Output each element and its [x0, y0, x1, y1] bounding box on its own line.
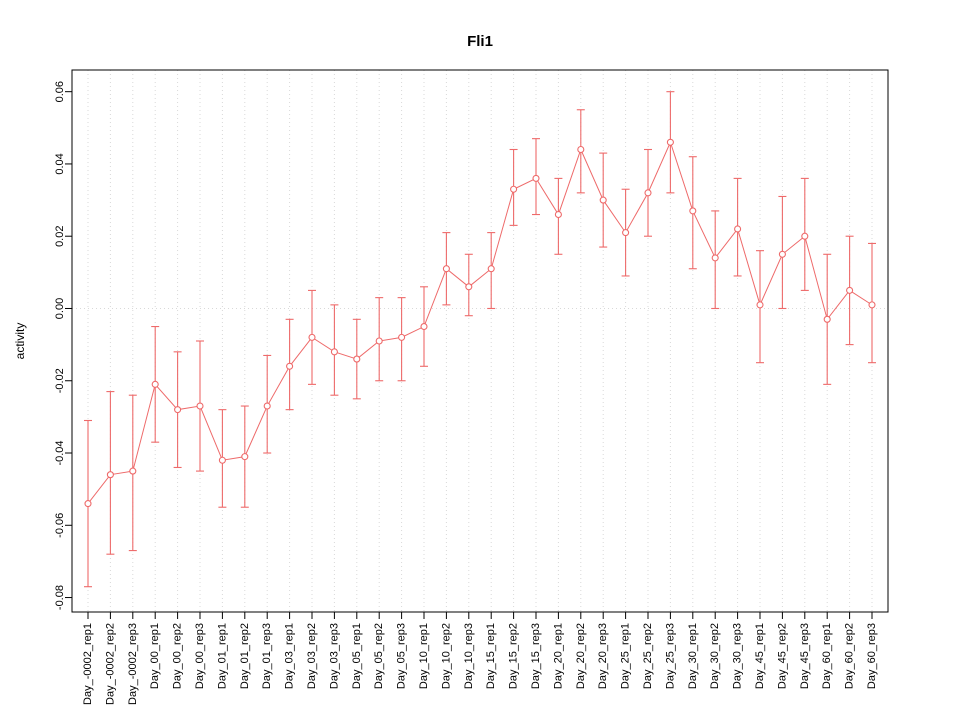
svg-text:Day_25_rep3: Day_25_rep3 [664, 623, 676, 689]
svg-text:0.02: 0.02 [54, 226, 66, 247]
svg-text:Day_45_rep3: Day_45_rep3 [799, 623, 811, 689]
svg-text:Day_45_rep2: Day_45_rep2 [776, 623, 788, 689]
svg-text:Day_15_rep1: Day_15_rep1 [485, 623, 497, 689]
svg-text:Day_15_rep2: Day_15_rep2 [508, 623, 520, 689]
y-axis: -0.08 -0.06 -0.04 -0.02 0.00 0.02 0.04 0.06 [54, 81, 72, 610]
svg-text:Day_-0002_rep2: Day_-0002_rep2 [104, 623, 116, 705]
svg-text:-0.06: -0.06 [54, 513, 66, 538]
svg-text:Day_00_rep3: Day_00_rep3 [194, 623, 206, 689]
error-bars [84, 91, 876, 588]
svg-text:Day_60_rep1: Day_60_rep1 [821, 623, 833, 689]
svg-text:Day_20_rep1: Day_20_rep1 [552, 623, 564, 689]
svg-text:Day_03_rep3: Day_03_rep3 [328, 623, 340, 689]
svg-text:Day_25_rep2: Day_25_rep2 [642, 623, 654, 689]
svg-text:Day_-0002_rep1: Day_-0002_rep1 [82, 623, 94, 705]
svg-text:Day_15_rep3: Day_15_rep3 [530, 623, 542, 689]
svg-text:Day_03_rep1: Day_03_rep1 [284, 623, 296, 689]
svg-text:Day_30_rep2: Day_30_rep2 [709, 623, 721, 689]
svg-text:Day_01_rep2: Day_01_rep2 [239, 623, 251, 689]
svg-text:Day_01_rep1: Day_01_rep1 [216, 623, 228, 689]
svg-text:-0.08: -0.08 [54, 585, 66, 610]
svg-text:-0.02: -0.02 [54, 368, 66, 393]
svg-text:Day_00_rep1: Day_00_rep1 [149, 623, 161, 689]
x-axis: Day_-0002_rep1 Day_-0002_rep2 Day_-0002_re… [82, 612, 878, 705]
svg-text:-0.04: -0.04 [54, 440, 66, 465]
svg-text:Day_10_rep3: Day_10_rep3 [463, 623, 475, 689]
svg-text:Day_10_rep1: Day_10_rep1 [418, 623, 430, 689]
gridlines [72, 70, 888, 612]
svg-text:0.00: 0.00 [54, 298, 66, 319]
svg-text:Day_03_rep2: Day_03_rep2 [306, 623, 318, 689]
svg-text:Day_-0002_rep3: Day_-0002_rep3 [127, 623, 139, 705]
svg-text:Day_05_rep2: Day_05_rep2 [373, 623, 385, 689]
plot-box [71, 69, 889, 613]
svg-text:Day_60_rep2: Day_60_rep2 [844, 623, 856, 689]
svg-text:0.04: 0.04 [54, 153, 66, 174]
svg-text:0.06: 0.06 [54, 81, 66, 102]
svg-text:Day_60_rep3: Day_60_rep3 [866, 623, 878, 689]
data-points [84, 138, 876, 508]
svg-text:Day_05_rep1: Day_05_rep1 [351, 623, 363, 689]
svg-text:Day_00_rep2: Day_00_rep2 [172, 623, 184, 689]
svg-text:Day_30_rep1: Day_30_rep1 [687, 623, 699, 689]
svg-text:Day_45_rep1: Day_45_rep1 [754, 623, 766, 689]
svg-text:Day_05_rep3: Day_05_rep3 [396, 623, 408, 689]
svg-text:Day_30_rep3: Day_30_rep3 [732, 623, 744, 689]
svg-text:Day_01_rep3: Day_01_rep3 [261, 623, 273, 689]
y-axis-label: activity [13, 323, 27, 360]
svg-text:Day_25_rep1: Day_25_rep1 [620, 623, 632, 689]
series-line [87, 140, 873, 504]
svg-text:Day_20_rep3: Day_20_rep3 [597, 623, 609, 689]
svg-text:Day_10_rep2: Day_10_rep2 [440, 623, 452, 689]
svg-text:Day_20_rep2: Day_20_rep2 [575, 623, 587, 689]
chart-title: Fli1 [467, 33, 493, 50]
